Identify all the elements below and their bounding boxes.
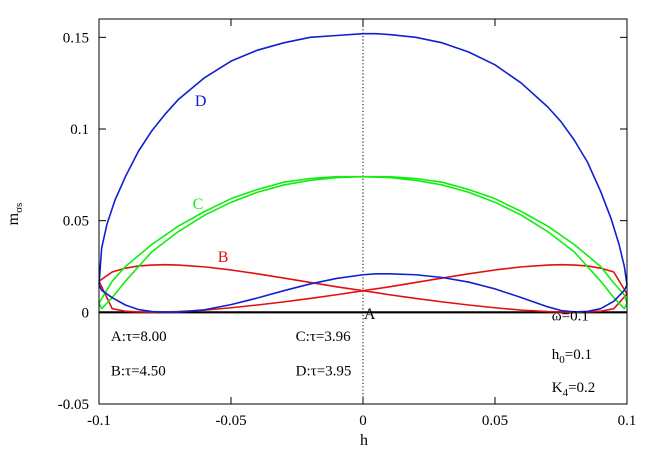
y-tick-label: -0.05 xyxy=(58,397,89,413)
curve-label-c: C xyxy=(193,196,204,213)
y-axis-title: mσs xyxy=(5,203,25,226)
series-d-line xyxy=(98,32,628,313)
parameter-symbol: K xyxy=(552,380,563,396)
parameter-subscript: 0 xyxy=(559,354,565,366)
parameter-annotation: h0=0.1 xyxy=(552,347,592,366)
x-tick-label: 0.05 xyxy=(482,413,508,429)
x-axis-title: h xyxy=(360,432,368,449)
y-axis-title-main: m xyxy=(5,212,22,225)
legend-entry-b: B:τ=4.50 xyxy=(111,364,166,380)
parameter-annotation: K4=0.2 xyxy=(552,380,596,399)
x-tick-label: -0.05 xyxy=(215,413,246,429)
legend-entry-a: A:τ=8.00 xyxy=(111,329,167,345)
x-tick-label: 0 xyxy=(359,413,367,429)
parameter-annotation: ω=0.1 xyxy=(552,309,589,325)
y-tick-label: 0.1 xyxy=(70,122,89,138)
y-axis-title-subscript: σs xyxy=(13,203,25,213)
curve-label-d: D xyxy=(195,93,207,110)
x-tick-label: 0.1 xyxy=(618,413,637,429)
legend-entry-c: C:τ=3.96 xyxy=(296,329,351,345)
curve-label-b: B xyxy=(218,249,229,266)
curve-label-a: A xyxy=(364,306,376,323)
y-tick-label: 0.15 xyxy=(63,30,89,46)
y-tick-label: 0 xyxy=(82,305,90,321)
parameter-value: =0.1 xyxy=(565,347,592,363)
parameter-value: =0.2 xyxy=(568,380,595,396)
legend-entry-d: D:τ=3.95 xyxy=(296,364,352,380)
series-c-line xyxy=(98,175,628,310)
parameter-subscript: 4 xyxy=(563,387,569,399)
parameter-symbol: h xyxy=(552,347,560,363)
x-tick-label: -0.1 xyxy=(87,413,111,429)
y-tick-label: 0.05 xyxy=(63,214,89,230)
